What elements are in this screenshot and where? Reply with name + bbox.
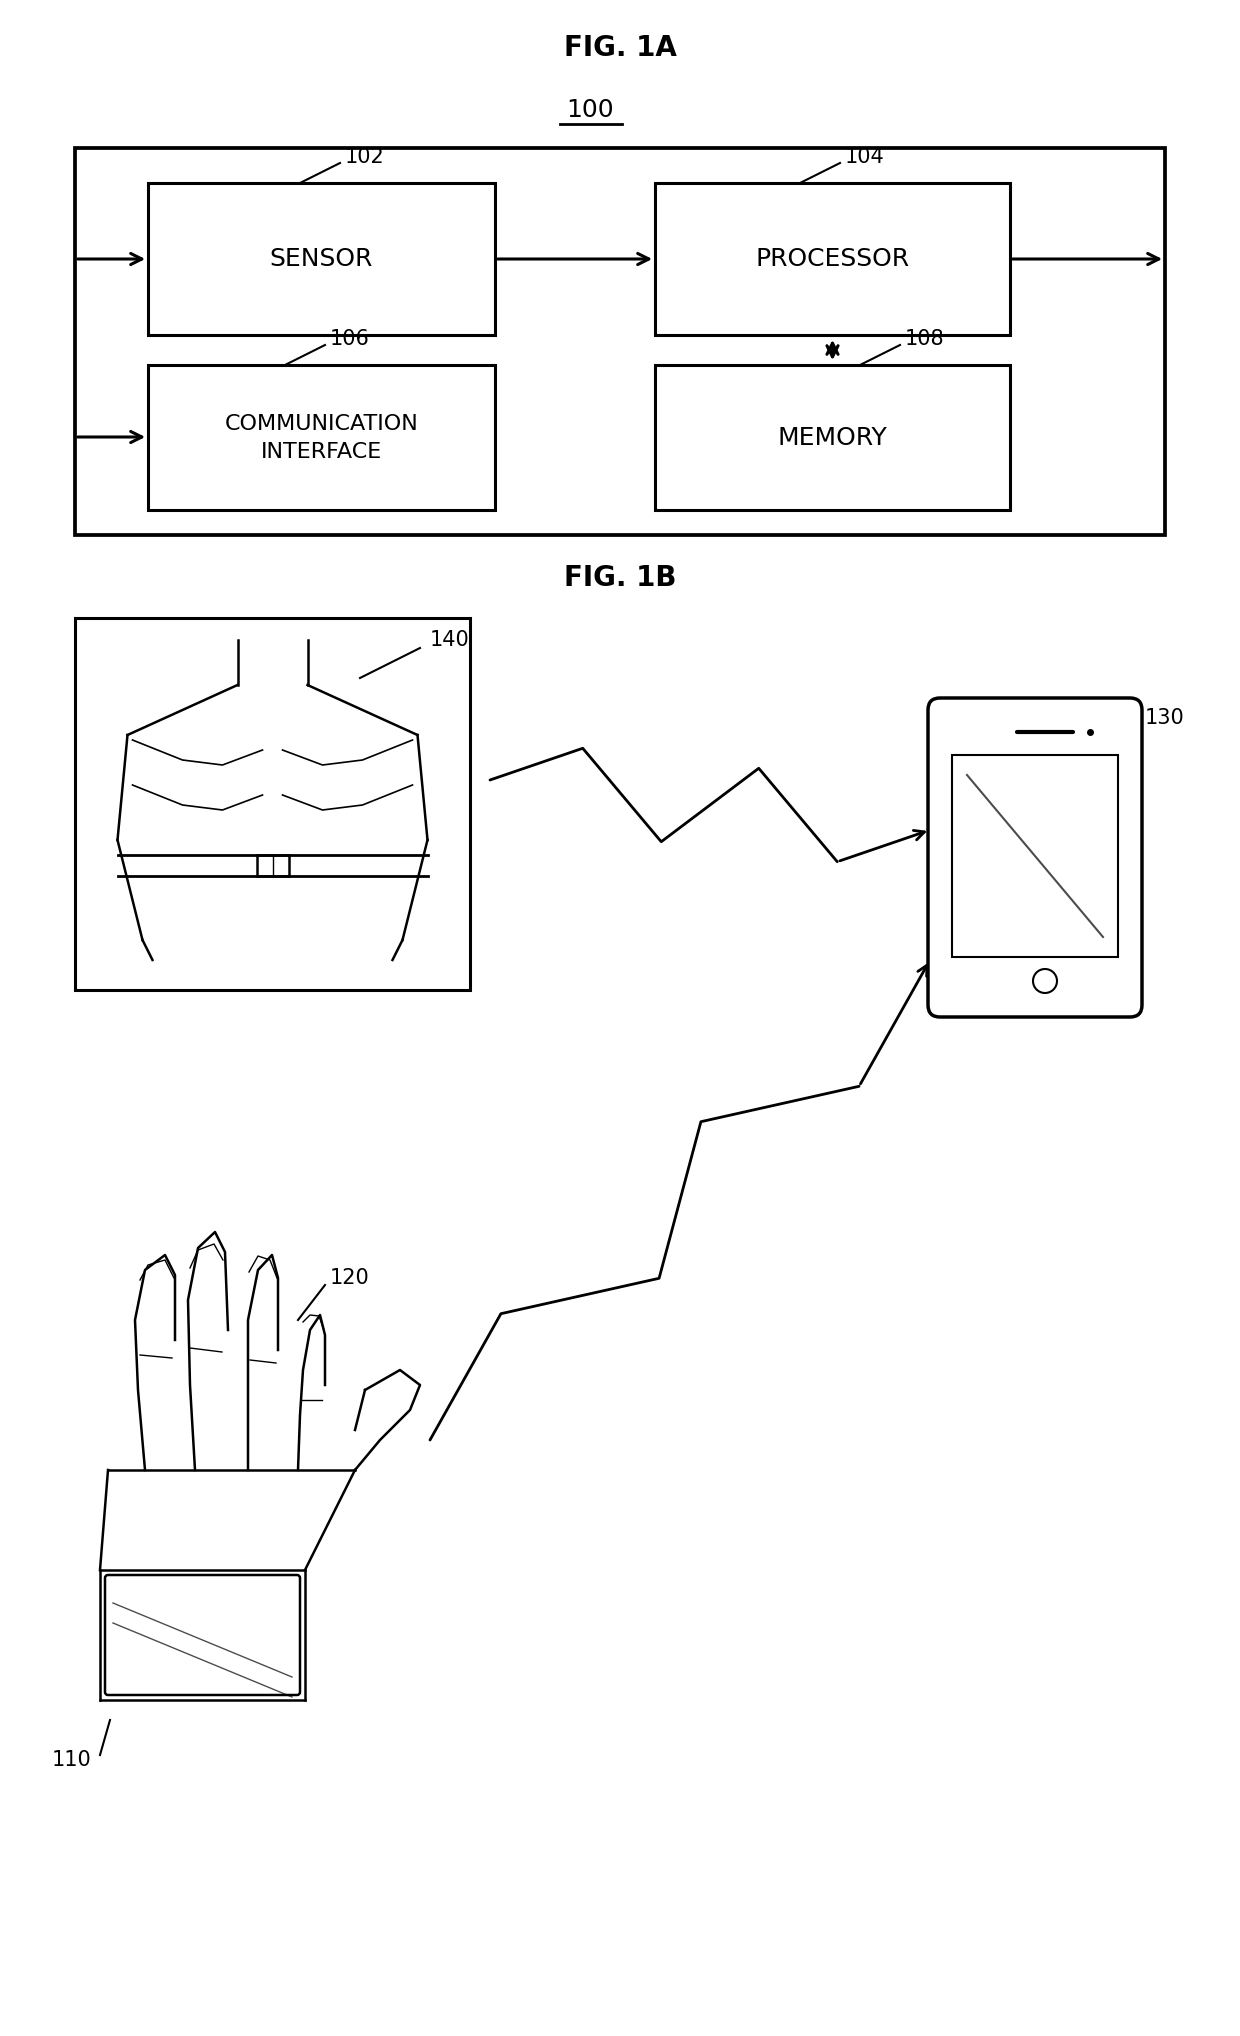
Bar [74, 619, 470, 989]
FancyBboxPatch shape [105, 1576, 300, 1696]
Text: 120: 120 [330, 1268, 370, 1289]
Bar [257, 855, 289, 875]
Text: 102: 102 [345, 147, 384, 167]
Bar [655, 364, 1011, 509]
Text: MEMORY: MEMORY [777, 426, 888, 450]
Bar [148, 183, 495, 336]
Bar [655, 183, 1011, 336]
Text: 104: 104 [844, 147, 885, 167]
FancyBboxPatch shape [928, 698, 1142, 1018]
Text: 100: 100 [567, 98, 614, 122]
Bar [148, 364, 495, 509]
Text: COMMUNICATION
INTERFACE: COMMUNICATION INTERFACE [224, 413, 418, 462]
Bar [952, 755, 1118, 957]
Text: SENSOR: SENSOR [270, 246, 373, 271]
Text: FIG. 1B: FIG. 1B [564, 564, 676, 592]
Text: 140: 140 [430, 629, 470, 649]
Bar [74, 149, 1166, 535]
Text: 110: 110 [52, 1751, 92, 1769]
Text: FIG. 1A: FIG. 1A [563, 35, 677, 61]
Text: 106: 106 [330, 330, 370, 348]
Text: 130: 130 [1145, 709, 1184, 729]
Text: 108: 108 [905, 330, 945, 348]
Text: PROCESSOR: PROCESSOR [755, 246, 910, 271]
